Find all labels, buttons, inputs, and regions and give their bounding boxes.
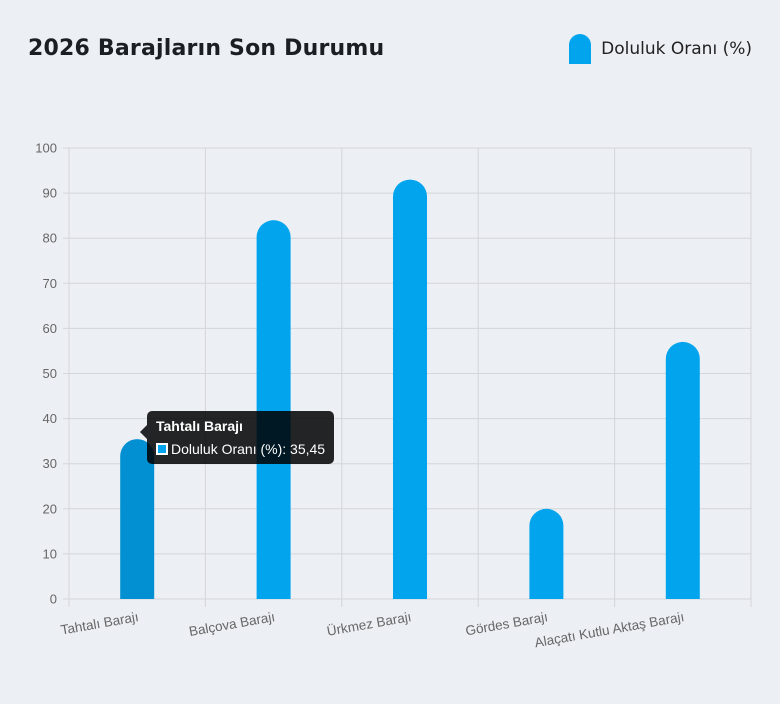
- bar: [120, 439, 155, 599]
- tooltip-title: Tahtalı Barajı: [156, 418, 243, 434]
- legend-label: Doluluk Oranı (%): [601, 39, 752, 59]
- y-tick-label: 10: [43, 546, 57, 561]
- x-tick-label: Balçova Barajı: [188, 609, 276, 639]
- tooltip-swatch: [156, 443, 168, 455]
- x-tick-label: Tahtalı Barajı: [60, 609, 140, 637]
- y-tick-label: 60: [43, 321, 57, 336]
- y-tick-label: 80: [43, 231, 57, 246]
- legend[interactable]: Doluluk Oranı (%): [569, 34, 752, 64]
- chart-title: 2026 Barajların Son Durumu: [28, 36, 385, 61]
- y-tick-label: 70: [43, 276, 57, 291]
- bar: [256, 220, 291, 599]
- y-tick-label: 20: [43, 501, 57, 516]
- y-tick-label: 90: [43, 186, 57, 201]
- bar: [529, 508, 564, 599]
- y-tick-label: 50: [43, 366, 57, 381]
- x-tick-label: Ürkmez Barajı: [326, 609, 413, 639]
- legend-swatch: [569, 34, 592, 64]
- bar: [665, 341, 700, 599]
- y-tick-label: 0: [50, 592, 57, 607]
- y-tick-label: 100: [35, 141, 57, 156]
- y-tick-label: 40: [43, 411, 57, 426]
- x-tick-label: Alaçatı Kutlu Aktaş Barajı: [533, 609, 685, 650]
- tooltip: Tahtalı Barajı Doluluk Oranı (%): 35,45: [139, 411, 335, 464]
- bar: [393, 179, 427, 599]
- tooltip-label: Doluluk Oranı (%): 35,45: [171, 441, 326, 457]
- y-tick-label: 30: [43, 456, 57, 471]
